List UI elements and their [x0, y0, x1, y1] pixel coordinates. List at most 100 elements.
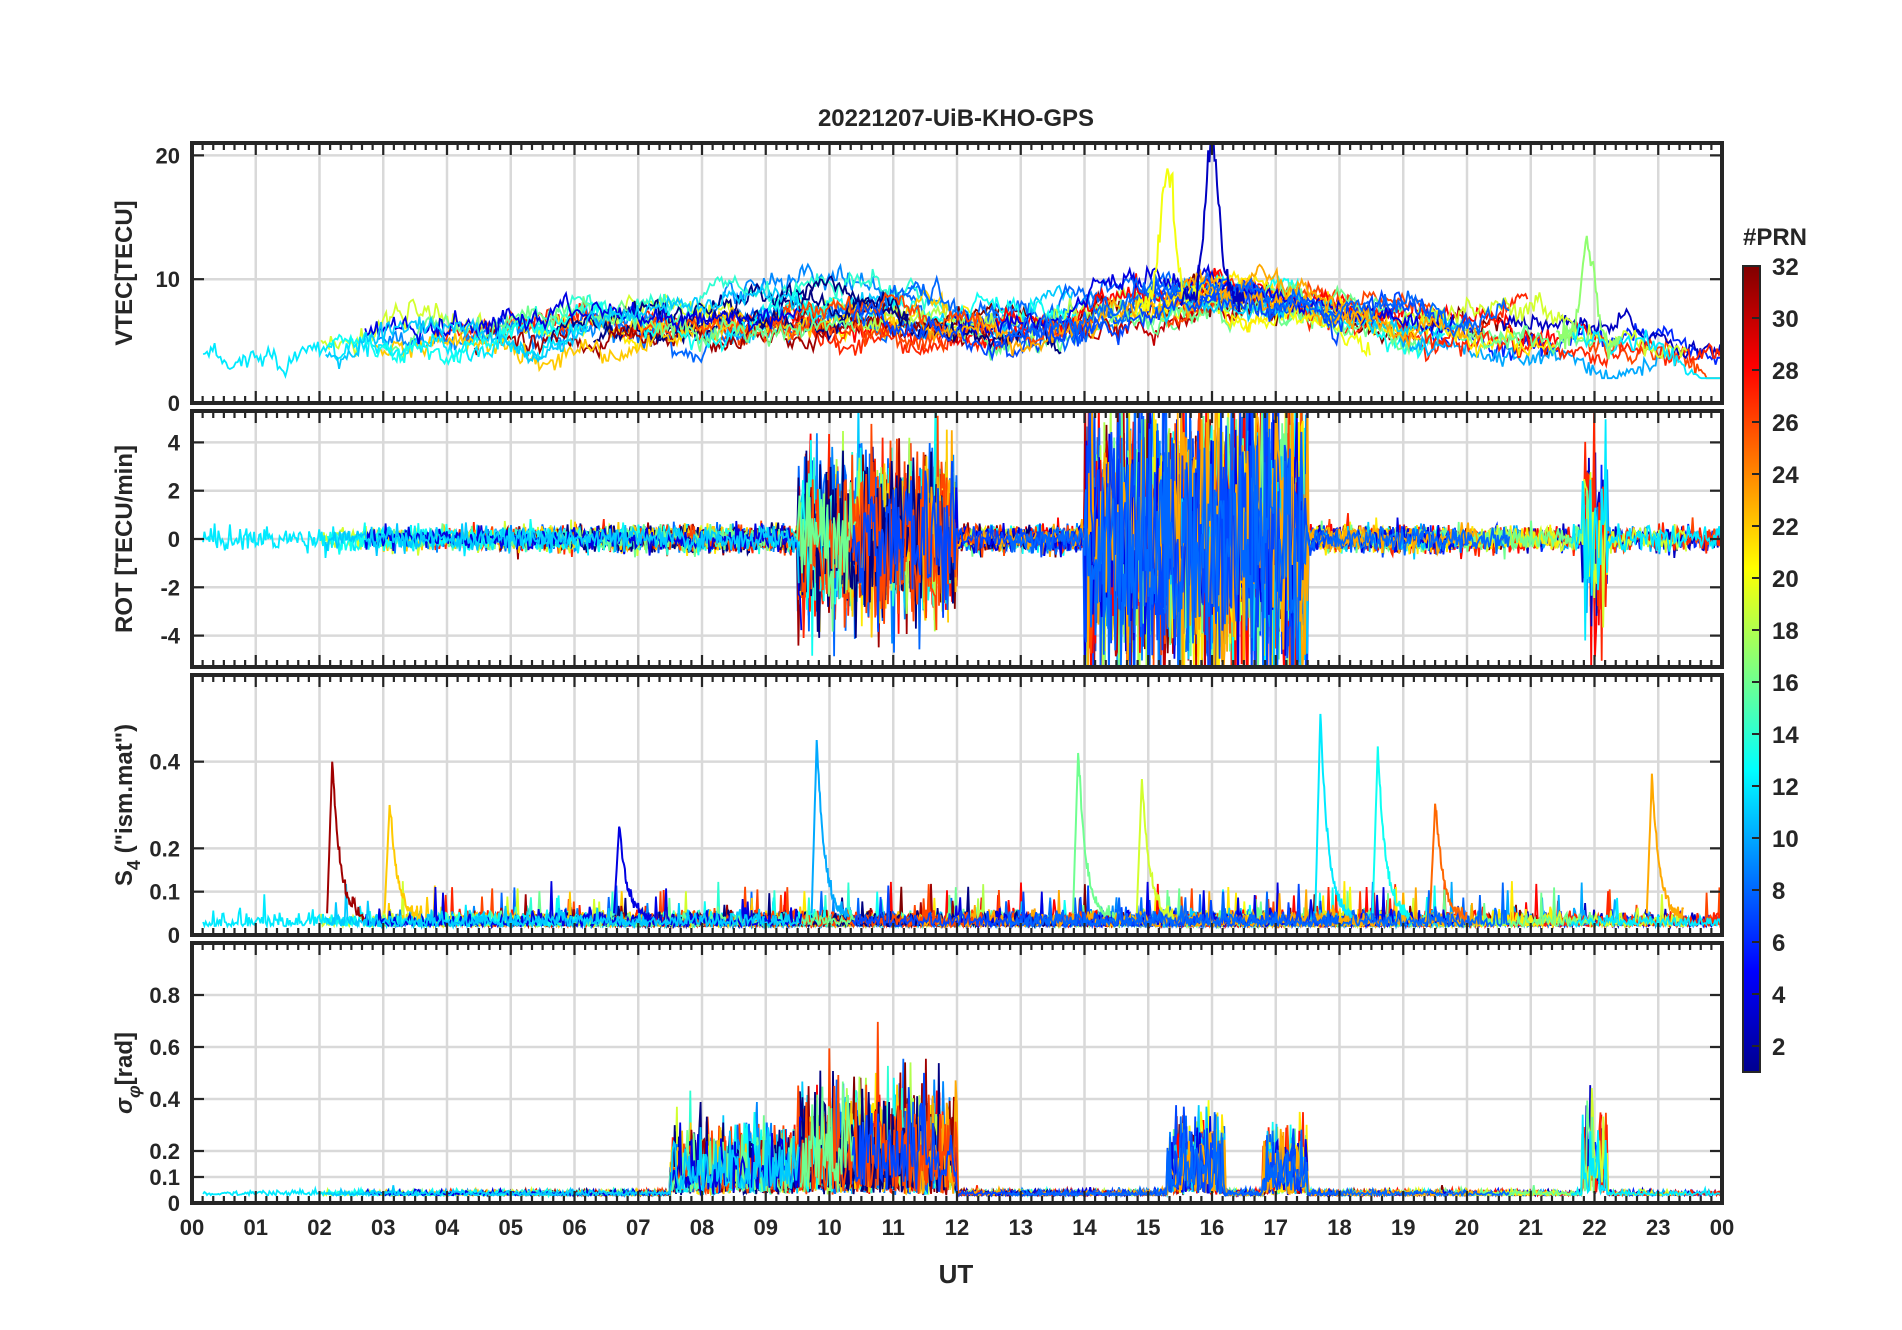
colorbar-tick-label: 14	[1772, 722, 1799, 749]
x-tick-label: 14	[1072, 1215, 1097, 1240]
x-tick-label: 16	[1200, 1215, 1224, 1240]
x-tick-label: 00	[180, 1215, 204, 1240]
colorbar-tick-label: 24	[1772, 462, 1799, 489]
series-spike	[1135, 778, 1175, 920]
series-line	[473, 321, 832, 360]
x-ticks	[190, 143, 1724, 403]
panel-s4: 0 0.1 0.2 0.4S4 ("ism.mat")	[111, 673, 1724, 948]
colorbar-tick-label: 30	[1772, 306, 1799, 333]
y-tick-label: -4	[160, 624, 180, 649]
series-line	[1570, 322, 1721, 380]
x-tick-label: 17	[1264, 1215, 1288, 1240]
series-line	[325, 1127, 800, 1198]
series-line	[639, 291, 984, 344]
series-spike	[326, 761, 366, 922]
series-spike	[810, 739, 850, 920]
x-tick-label: 00	[1710, 1215, 1734, 1240]
x-tick-label: 18	[1327, 1215, 1351, 1240]
y-tick-label: 10	[156, 267, 180, 292]
x-tick-label: 05	[499, 1215, 523, 1240]
y-tick-label: 0.4	[149, 750, 180, 775]
x-ticks	[190, 943, 1724, 1203]
colorbar-tick-label: 12	[1772, 774, 1799, 801]
y-tick-label: 20	[156, 143, 180, 168]
x-tick-label: 19	[1391, 1215, 1415, 1240]
figure-title: 20221207-UiB-KHO-GPS	[818, 105, 1094, 132]
y-axis-label: σφ[rad]	[111, 1032, 144, 1114]
y-tick-label: 0.8	[149, 983, 180, 1008]
x-tick-label: 13	[1009, 1215, 1033, 1240]
series-spike	[1429, 803, 1468, 923]
y-axis-label: ROT [TECU/min]	[111, 445, 138, 633]
grid	[190, 675, 1724, 937]
colorbar-tick-label: 8	[1772, 878, 1785, 905]
series-spike	[1371, 746, 1410, 921]
series-spike	[1314, 713, 1353, 918]
x-tick-label: 03	[371, 1215, 395, 1240]
series-line	[1305, 294, 1722, 369]
series-lines	[202, 143, 1722, 380]
colorbar-tick-label: 26	[1772, 410, 1799, 437]
x-ticks	[190, 411, 1724, 667]
y-axis-label: VTEC[TECU]	[111, 200, 138, 345]
colorbar-tick-label: 6	[1772, 930, 1785, 957]
colorbar-tick-label: 18	[1772, 618, 1799, 645]
x-tick-label: 08	[690, 1215, 714, 1240]
colorbar-tick-label: 2	[1772, 1034, 1785, 1061]
y-tick-label: 0	[168, 923, 180, 948]
series-line	[1176, 263, 1483, 350]
y-tick-label: 4	[168, 430, 181, 455]
series-line	[826, 274, 1277, 353]
y-axis-label: S4 ("ism.mat")	[111, 724, 144, 886]
series-peak	[1555, 235, 1621, 360]
series-line	[324, 522, 800, 584]
y-tick-label: 0.1	[149, 1165, 180, 1190]
series-line	[1501, 307, 1722, 360]
x-tick-label: 21	[1519, 1215, 1543, 1240]
colorbar-label: #PRN	[1743, 224, 1807, 251]
x-tick-label: 02	[307, 1215, 331, 1240]
series-line	[1007, 881, 1510, 930]
colorbar-tick-label: 10	[1772, 826, 1799, 853]
series-line	[325, 883, 800, 930]
y-tick-label: 0.6	[149, 1035, 180, 1060]
x-axis-label: UT	[939, 1259, 974, 1289]
x-tick-label: 12	[945, 1215, 969, 1240]
x-ticks	[190, 675, 1724, 935]
y-tick-label: 0	[168, 527, 180, 552]
series-line	[496, 268, 945, 341]
x-tick-label: 07	[626, 1215, 650, 1240]
y-tick-label: 0	[168, 1191, 180, 1216]
series-spike	[1072, 752, 1111, 918]
series-line	[327, 315, 561, 366]
series-lines	[202, 1021, 1722, 1199]
colorbar-tick-label: 16	[1772, 670, 1799, 697]
series-line	[364, 290, 802, 345]
x-tick-label: 01	[244, 1215, 268, 1240]
panel-vtec: 0 10 20 VTEC[TECU]	[111, 141, 1724, 416]
y-tick-label: 0.2	[149, 1139, 180, 1164]
colorbar-tick-label: 32	[1772, 254, 1799, 281]
series-line	[1110, 281, 1597, 356]
x-tick-label: 09	[754, 1215, 778, 1240]
panel-rot: -4 -2 0 2 4 ROT [TECU/min]	[111, 409, 1724, 669]
series-line	[1007, 270, 1510, 339]
series-line	[1007, 1112, 1510, 1198]
series-line	[325, 283, 799, 369]
colorbar-tick-label: 20	[1772, 566, 1799, 593]
series-line	[1570, 419, 1722, 641]
y-tick-label: 2	[168, 479, 180, 504]
x-tick-label: 06	[562, 1215, 586, 1240]
x-tick-label: 10	[817, 1215, 841, 1240]
series-spike	[1645, 773, 1685, 919]
y-tick-label: 0	[168, 391, 180, 416]
series-lines	[202, 713, 1722, 930]
x-tick-label: 22	[1582, 1215, 1606, 1240]
x-tick-label: 20	[1455, 1215, 1479, 1240]
series-line	[1570, 897, 1722, 929]
series-line	[1570, 1114, 1722, 1198]
y-tick-label: -2	[160, 575, 180, 600]
